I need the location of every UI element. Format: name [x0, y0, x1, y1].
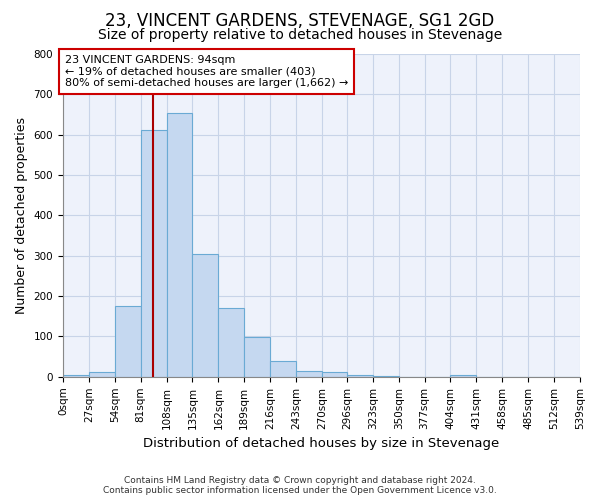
- Bar: [347, 375, 373, 377]
- Bar: [218, 308, 244, 377]
- Bar: [167, 112, 193, 377]
- Bar: [63, 375, 89, 377]
- Bar: [140, 130, 167, 377]
- Text: 23 VINCENT GARDENS: 94sqm
← 19% of detached houses are smaller (403)
80% of semi: 23 VINCENT GARDENS: 94sqm ← 19% of detac…: [65, 55, 348, 88]
- X-axis label: Distribution of detached houses by size in Stevenage: Distribution of detached houses by size …: [143, 437, 500, 450]
- Text: 23, VINCENT GARDENS, STEVENAGE, SG1 2GD: 23, VINCENT GARDENS, STEVENAGE, SG1 2GD: [106, 12, 494, 30]
- Bar: [89, 372, 115, 377]
- Text: Contains HM Land Registry data © Crown copyright and database right 2024.
Contai: Contains HM Land Registry data © Crown c…: [103, 476, 497, 495]
- Bar: [193, 254, 218, 377]
- Bar: [451, 375, 476, 377]
- Bar: [296, 371, 322, 377]
- Bar: [322, 372, 347, 377]
- Bar: [115, 306, 140, 377]
- Bar: [244, 338, 270, 377]
- Y-axis label: Number of detached properties: Number of detached properties: [15, 117, 28, 314]
- Text: Size of property relative to detached houses in Stevenage: Size of property relative to detached ho…: [98, 28, 502, 42]
- Bar: [270, 362, 296, 377]
